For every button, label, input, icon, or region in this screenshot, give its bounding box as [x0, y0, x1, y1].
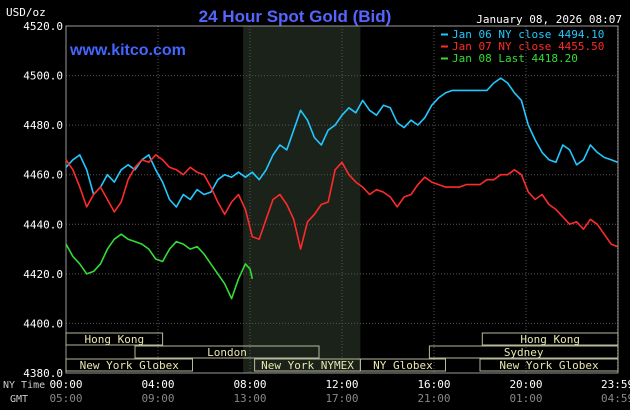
x-tick-label-ny: 23:59 — [601, 378, 630, 391]
session-label: Hong Kong — [84, 333, 144, 346]
x-tick-label-ny: 16:00 — [417, 378, 450, 391]
series-line — [65, 233, 254, 300]
series-lines — [65, 77, 618, 300]
x-tick-label-gmt: 21:00 — [417, 392, 450, 405]
x-tick-label-gmt: 05:00 — [49, 392, 82, 405]
legend-entry: Jan 06 NY close 4494.10 — [452, 28, 604, 41]
y-tick-label: 4500.0 — [23, 70, 63, 83]
series-line — [65, 154, 618, 250]
x-tick-label-ny: 08:00 — [233, 378, 266, 391]
y-tick-label: 4440.0 — [23, 218, 63, 231]
x-tick-label-ny: 04:00 — [141, 378, 174, 391]
chart-title: 24 Hour Spot Gold (Bid) — [199, 7, 392, 26]
session-label: Hong Kong — [520, 333, 580, 346]
y-tick-label: 4480.0 — [23, 119, 63, 132]
brand-watermark: www.kitco.com — [69, 42, 186, 59]
y-tick-label: 4400.0 — [23, 317, 63, 330]
session-box — [65, 332, 164, 346]
x-tick-label-gmt: 04:59 — [601, 392, 630, 405]
session-box — [481, 332, 619, 346]
x-tick-label-gmt: 13:00 — [233, 392, 266, 405]
y-tick-label: 4380.0 — [23, 367, 63, 380]
x-tick-label-gmt: 17:00 — [325, 392, 358, 405]
x-axis-label-gmt: GMT — [10, 394, 28, 405]
y-tick-label: 4520.0 — [23, 20, 63, 33]
nymex-session-shading — [243, 26, 361, 373]
session-label: New York Globex — [80, 359, 180, 372]
x-axis-label-ny: NY Time — [3, 380, 45, 391]
timestamp: January 08, 2026 08:07 — [476, 13, 622, 26]
x-tick-label-ny: 12:00 — [325, 378, 358, 391]
x-tick-label-gmt: 01:00 — [509, 392, 542, 405]
y-tick-label: 4460.0 — [23, 169, 63, 182]
session-label: New York Globex — [499, 359, 599, 372]
x-tick-label-gmt: 09:00 — [141, 392, 174, 405]
session-label: Sydney — [504, 346, 544, 359]
session-box — [479, 358, 619, 372]
session-label: London — [207, 346, 247, 359]
session-box — [428, 345, 619, 359]
x-axis-ticks: 00:00 04:00 08:00 12:00 16:00 20:00 23:59 05:00… — [49, 378, 630, 405]
plot-frame — [65, 25, 619, 374]
y-tick-label: 4420.0 — [23, 268, 63, 281]
session-box — [65, 358, 193, 372]
series-line — [65, 77, 618, 208]
unit-label: USD/oz — [6, 6, 46, 19]
session-label: New York NYMEX — [261, 359, 354, 372]
y-axis-ticks: 4520.0 4500.0 4480.0 4460.0 4440.0 4420.0 4400… — [23, 20, 63, 380]
x-tick-label-ny: 00:00 — [49, 378, 82, 391]
session-box — [359, 358, 446, 372]
x-tick-label-ny: 20:00 — [509, 378, 542, 391]
session-label: NY Globex — [373, 359, 433, 372]
legend-entry: Jan 07 NY close 4455.50 — [452, 40, 604, 53]
session-box — [134, 345, 320, 359]
legend-entry: Jan 08 Last 4418.20 — [452, 52, 578, 65]
